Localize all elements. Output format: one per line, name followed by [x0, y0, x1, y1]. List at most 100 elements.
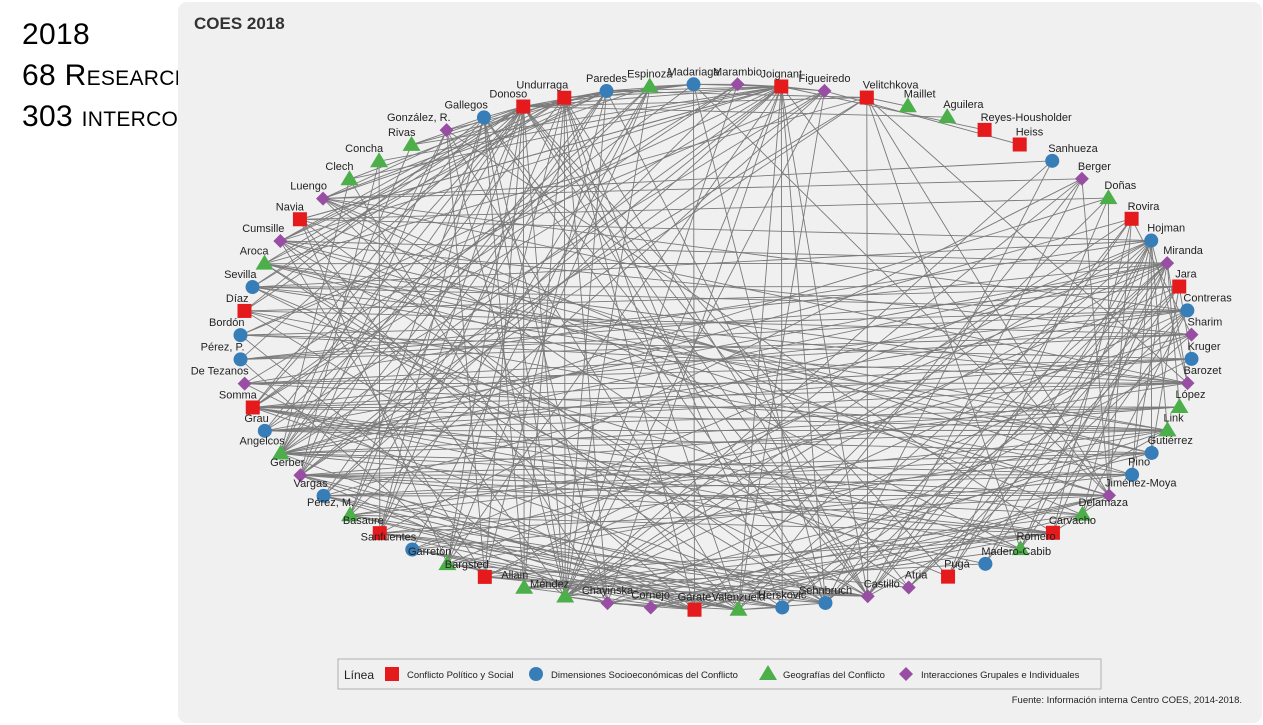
legend-label-dimensiones-socioeconomicas-del-conflicto: Dimensiones Socioeconómicas del Conflict… — [551, 670, 738, 681]
edge-atria-sharim — [908, 334, 1192, 588]
node-sehnbruch — [818, 595, 833, 610]
edge-sehnbruch-rovira — [825, 218, 1132, 604]
node-label-gallegos: Gallegos — [444, 99, 488, 111]
node-label-navia: Navia — [276, 201, 305, 213]
slide-title-year: 2018 — [22, 18, 90, 51]
node-angelcos — [271, 444, 290, 460]
edge-undurraga-sevilla — [252, 97, 565, 288]
edge-barozet-hojman — [1150, 240, 1188, 384]
edge-luengo-contreras — [322, 198, 1188, 311]
edge-sevilla-castillo — [252, 286, 868, 597]
node-label-bargsted: Bargsted — [445, 559, 489, 571]
edge-espinoza-luengo — [322, 86, 650, 200]
edge-concha-gerber — [299, 161, 380, 476]
edge-donoso-somma — [252, 106, 524, 408]
node-label-velitchkova: Velitchkova — [863, 80, 920, 92]
node-espinoza — [640, 77, 659, 93]
edge-mendez-hojman — [564, 240, 1152, 597]
node-aroca — [255, 254, 274, 270]
edge-pino-miranda — [1131, 263, 1168, 475]
edge-diaz-pino — [244, 310, 1133, 476]
node-barozet — [1180, 376, 1195, 391]
edge-sehnbruch-jara — [825, 286, 1180, 604]
node-jimenez-moya — [1101, 488, 1116, 503]
node-label-gutierrez: Gutiérrez — [1148, 435, 1193, 447]
node-label-donas: Doñas — [1104, 180, 1136, 192]
edge-gerber-carvacho — [300, 474, 1053, 534]
edge-gerber-lopez — [300, 406, 1180, 476]
node-label-somma: Somma — [219, 390, 258, 402]
node-label-pino: Pino — [1128, 457, 1150, 469]
node-reyes-housholder — [977, 122, 992, 137]
edge-angelcos-pino — [280, 453, 1133, 476]
node-grau — [257, 423, 272, 438]
edge-joignant-castillo — [780, 86, 869, 597]
edge-gerber-gutierrez — [300, 452, 1152, 476]
node-label-marambio: Marambio — [713, 66, 762, 78]
edge-basaure-berger — [379, 178, 1083, 534]
edge-castillo-miranda — [867, 262, 1168, 597]
node-mendez — [556, 587, 575, 603]
node-gerber — [293, 468, 308, 483]
node-label-undurraga: Undurraga — [516, 80, 569, 92]
node-label-madariaga: Madariaga — [668, 66, 721, 78]
edge-link-hojman — [1150, 240, 1168, 431]
node-label-puga: Pugá — [944, 559, 971, 571]
node-garreton — [438, 555, 457, 571]
edge-gerber-chayinska — [300, 474, 608, 604]
node-label-paredes: Paredes — [586, 73, 627, 85]
edge-jimenez-moya-donas — [1107, 198, 1110, 496]
node-label-espinoza: Espinoza — [627, 69, 673, 81]
node-label-heiss: Heiss — [1016, 127, 1044, 139]
edge-marambio-de-tezanos — [244, 83, 738, 384]
node-label-grau: Grau — [244, 413, 268, 425]
edge-perez-m-barozet — [350, 382, 1188, 516]
edge-gallegos-basaure — [379, 117, 485, 534]
edge-atria-contreras — [908, 310, 1188, 588]
node-hojman — [1144, 233, 1159, 248]
edge-madero-cabib-hojman — [984, 240, 1152, 565]
node-de-tezanos — [237, 376, 252, 391]
edge-undurraga-garreton — [446, 97, 565, 565]
edge-chayinska-valenzuela — [607, 602, 739, 611]
edge-jimenez-moya-berger — [1081, 178, 1110, 496]
node-label-sanfuentes: Sanfuentes — [361, 532, 417, 544]
node-label-lopez: López — [1176, 389, 1206, 401]
legend-key-conflicto-politico-y-social — [385, 667, 399, 681]
node-gutierrez — [1144, 445, 1159, 460]
node-garate — [687, 602, 702, 617]
edge-joignant-undurraga — [564, 86, 782, 99]
node-joignant — [774, 79, 789, 94]
legend-key-interacciones-grupales-e-individuales — [899, 667, 913, 681]
edge-puga-hojman — [947, 240, 1152, 577]
legend-label-conflicto-politico-y-social: Conflicto Político y Social — [407, 670, 514, 681]
edge-gallegos-diaz — [244, 117, 485, 312]
node-jara — [1172, 279, 1187, 294]
edge-aguilera-donoso — [523, 106, 948, 118]
node-label-jara: Jara — [1175, 269, 1197, 281]
node-bordon — [233, 328, 248, 343]
edge-luengo-berger — [322, 178, 1082, 200]
edge-angelcos-rovira — [280, 218, 1132, 454]
node-label-sevilla: Sevilla — [224, 269, 257, 281]
edge-atria-jara — [908, 286, 1180, 588]
node-undurraga — [557, 90, 572, 105]
edge-bargsted-castillo — [484, 576, 868, 597]
edge-perez-p-donoso — [240, 106, 524, 360]
node-label-maillet: Maillet — [904, 88, 936, 100]
legend-box — [337, 658, 1102, 690]
node-donas — [1099, 189, 1118, 205]
edge-bordon-joignant — [240, 86, 782, 336]
edge-chayinska-sharim — [607, 334, 1192, 604]
node-paredes — [599, 84, 614, 99]
node-diaz — [237, 303, 252, 318]
edge-velitchkova-barozet — [866, 97, 1188, 384]
node-navia — [292, 212, 307, 227]
legend-label-geografias-del-conflicto: Geografías del Conflicto — [783, 670, 885, 681]
edge-somma-gallegos — [252, 117, 485, 408]
legend-label-interacciones-grupales-e-individuales: Interacciones Grupales e Individuales — [921, 670, 1080, 681]
edge-grau-barozet — [264, 382, 1188, 432]
node-basaure — [372, 526, 387, 541]
edge-garate-delamaza — [694, 514, 1083, 611]
